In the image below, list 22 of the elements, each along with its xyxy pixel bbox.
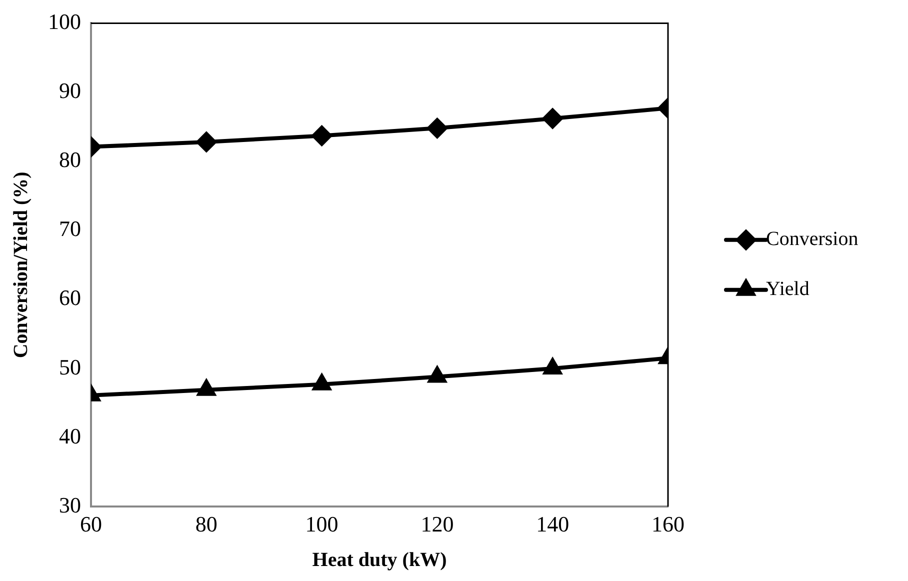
x-tick-label: 140 [536,512,570,537]
point [427,118,448,138]
x-tick-label: 80 [195,512,218,537]
point [312,374,331,390]
y-axis-title: Conversion/Yield (%) [10,172,32,358]
x-axis-title: Heat duty (kW) [312,549,447,572]
legend-label: Conversion [766,228,858,250]
x-tick-label: 100 [305,512,338,537]
y-tick-label: 80 [59,147,81,172]
y-tick-label: 70 [59,216,81,242]
y-tick-label: 50 [59,354,81,380]
y-tick-label: 30 [59,492,81,518]
y-tick-label: 60 [59,285,81,310]
point [428,366,446,383]
x-tick-label: 160 [652,512,684,537]
x-tick-label: 120 [420,512,454,537]
y-tick-label: 100 [48,8,81,34]
y-tick-label: 40 [59,423,81,448]
x-tick-label: 60 [80,512,102,537]
y-tick-label: 90 [59,78,81,104]
legend-label: Yield [766,278,810,300]
point [312,126,332,146]
